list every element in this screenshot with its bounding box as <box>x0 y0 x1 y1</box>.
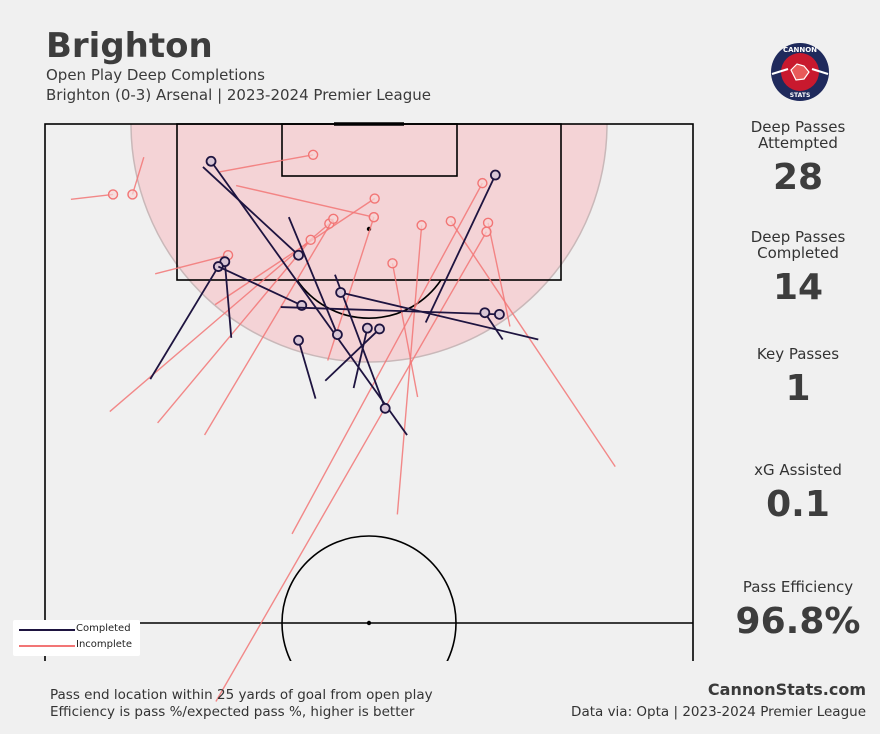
completed-pass-line-9 <box>280 306 500 316</box>
stat-value: 96.8% <box>735 601 861 642</box>
completed-pass-line-13 <box>324 328 381 382</box>
incomplete-pass-end-8 <box>328 213 339 224</box>
completed-pass-line-8 <box>352 327 369 389</box>
completed-pass-line-6 <box>149 266 220 380</box>
incomplete-pass-end-15 <box>445 215 457 227</box>
completed-pass-line-14 <box>340 291 539 341</box>
completed-pass-end-1 <box>205 155 217 167</box>
completed-pass-line-10 <box>297 340 317 399</box>
completed-pass-end-10 <box>293 334 304 346</box>
incomplete-pass-end-13 <box>416 220 427 231</box>
stat-label: Deep Passes <box>750 228 846 246</box>
stat-deep-passes-completed: Deep Passes Completed 14 <box>718 229 878 308</box>
cannonstats-logo: CANNON STATS <box>771 43 829 101</box>
completed-pass-end-4 <box>332 329 343 341</box>
stat-label: xG Assisted <box>754 461 842 479</box>
completed-pass-line-7 <box>217 265 303 307</box>
completed-pass-end-14 <box>335 287 347 298</box>
incomplete-pass-line-15 <box>450 220 616 468</box>
completed-pass-end-13 <box>374 323 385 335</box>
incomplete-pass-end-2 <box>307 149 319 160</box>
completed-pass-end-9 <box>494 308 505 320</box>
incomplete-pass-end-3 <box>107 189 119 200</box>
stat-label: Pass Efficiency <box>742 578 854 596</box>
legend-swatch-incomplete <box>19 645 75 647</box>
stat-value: 1 <box>785 368 811 409</box>
legend-item-completed: Completed <box>13 622 140 638</box>
legend-swatch-completed <box>19 629 75 631</box>
stat-value: 14 <box>772 267 824 308</box>
incomplete-pass-line-1 <box>131 157 145 195</box>
centre-spot <box>366 620 372 626</box>
completed-pass-line-4 <box>287 216 339 335</box>
incomplete-pass-end-14 <box>481 226 492 237</box>
incomplete-pass-line-12 <box>291 182 484 535</box>
incomplete-pass-line-11 <box>487 222 511 327</box>
legend: Completed Incomplete <box>13 620 140 656</box>
match-info: Brighton (0-3) Arsenal | 2023-2024 Premi… <box>46 86 431 104</box>
incomplete-pass-line-7 <box>157 239 312 424</box>
incomplete-pass-line-2 <box>219 154 314 173</box>
stat-value: 28 <box>772 157 824 198</box>
penalty-arc <box>296 279 442 319</box>
incomplete-pass-line-16 <box>154 254 229 275</box>
deep-zone <box>130 124 608 363</box>
stat-xg-assisted: xG Assisted 0.1 <box>718 462 878 525</box>
completed-pass-end-2 <box>293 249 304 261</box>
incomplete-pass-end-4 <box>369 193 380 204</box>
stat-label: Completed <box>757 244 839 262</box>
completed-pass-line-3 <box>223 261 233 338</box>
subtitle: Open Play Deep Completions <box>46 66 265 84</box>
incomplete-pass-end-12 <box>477 177 488 189</box>
legend-label: Incomplete <box>76 639 132 650</box>
incomplete-pass-end-7 <box>305 234 316 246</box>
stat-key-passes: Key Passes 1 <box>718 346 878 409</box>
stat-deep-passes-attempted: Deep Passes Attempted 28 <box>718 119 878 198</box>
legend-label: Completed <box>76 623 131 634</box>
stat-value: 0.1 <box>766 484 830 525</box>
incomplete-pass-line-6 <box>109 223 330 413</box>
data-source: Data via: Opta | 2023-2024 Premier Leagu… <box>571 704 866 720</box>
stat-pass-efficiency: Pass Efficiency 96.8% <box>718 579 878 642</box>
incomplete-pass-end-5 <box>387 258 398 269</box>
incomplete-pass-line-3 <box>70 193 114 201</box>
stat-label: Deep Passes <box>750 118 846 136</box>
completed-pass-line-11 <box>424 174 497 323</box>
logo-top-text: CANNON <box>783 46 817 54</box>
incomplete-pass-line-9 <box>236 184 375 218</box>
incomplete-pass-end-1 <box>127 189 138 200</box>
completed-pass-line-1 <box>210 160 408 436</box>
stat-label: Attempted <box>758 134 838 152</box>
footnote-efficiency: Efficiency is pass %/expected pass %, hi… <box>50 704 415 720</box>
incomplete-pass-line-8 <box>203 218 334 436</box>
completed-pass-end-8 <box>361 322 373 334</box>
stat-label: Key Passes <box>756 345 840 363</box>
logo-bottom-text: STATS <box>790 92 811 99</box>
incomplete-pass-line-5 <box>391 263 419 398</box>
incomplete-pass-line-13 <box>396 225 423 515</box>
brand-link[interactable]: CannonStats.com <box>707 680 866 699</box>
completed-pass-end-5 <box>379 402 391 414</box>
completed-pass-end-11 <box>489 169 501 181</box>
completed-pass-end-12 <box>479 307 491 319</box>
legend-item-incomplete: Incomplete <box>13 638 140 654</box>
incomplete-pass-line-14 <box>215 231 488 702</box>
incomplete-pass-end-10 <box>368 211 380 223</box>
page-title: Brighton <box>46 26 213 66</box>
completed-pass-line-2 <box>202 166 300 256</box>
footnote-definition: Pass end location within 25 yards of goa… <box>50 687 433 703</box>
incomplete-pass-end-11 <box>482 217 494 229</box>
